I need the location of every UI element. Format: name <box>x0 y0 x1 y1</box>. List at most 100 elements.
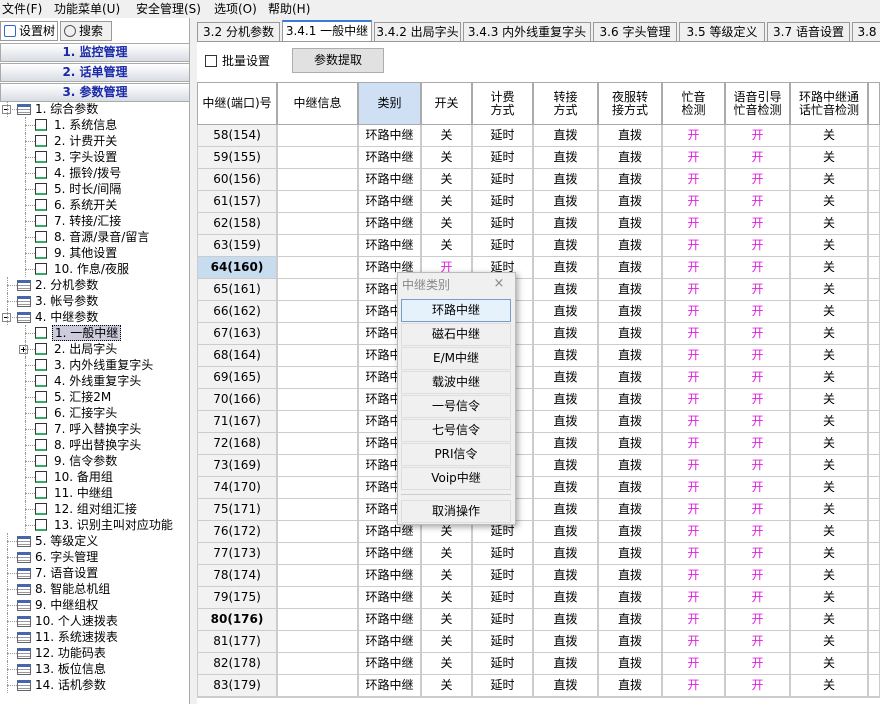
table-cell[interactable]: 开 <box>725 499 790 521</box>
table-cell[interactable]: 直拨 <box>533 455 598 477</box>
table-cell[interactable]: 直拨 <box>533 499 598 521</box>
table-cell[interactable]: 直拨 <box>598 323 662 345</box>
table-cell[interactable]: 直拨 <box>598 653 662 675</box>
table-cell[interactable]: 开 <box>725 565 790 587</box>
table-cell[interactable]: 关 <box>790 653 868 675</box>
table-cell[interactable]: 78(174) <box>197 565 277 587</box>
table-cell[interactable]: 关 <box>790 499 868 521</box>
table-cell[interactable]: 直拨 <box>533 477 598 499</box>
tree-label[interactable]: 9. 其他设置 <box>54 246 118 260</box>
table-cell[interactable]: 直拨 <box>533 521 598 543</box>
table-cell[interactable]: 开 <box>662 279 725 301</box>
menu-item[interactable]: 文件(F) <box>2 2 43 16</box>
table-cell[interactable] <box>277 609 358 631</box>
table-cell[interactable]: 关 <box>421 169 472 191</box>
button[interactable]: 参数提取 <box>292 48 384 73</box>
table-cell[interactable]: 63(159) <box>197 235 277 257</box>
table-cell[interactable]: 关 <box>790 367 868 389</box>
table-cell[interactable]: 关 <box>421 587 472 609</box>
table-cell[interactable]: 80(176) <box>197 609 277 631</box>
menu-item[interactable]: 功能菜单(U) <box>54 2 121 16</box>
table-cell[interactable]: 开 <box>725 653 790 675</box>
tab[interactable]: 3.4.2 出局字头 <box>374 22 461 41</box>
table-cell[interactable]: 开 <box>725 301 790 323</box>
table-cell[interactable]: 开 <box>662 675 725 697</box>
table-cell[interactable]: 开 <box>725 169 790 191</box>
table-cell[interactable]: 64(160) <box>197 257 277 279</box>
popup-item[interactable]: E/M中继 <box>401 347 511 370</box>
table-cell[interactable]: 开 <box>725 213 790 235</box>
table-cell[interactable]: 开 <box>662 587 725 609</box>
table-cell[interactable] <box>277 389 358 411</box>
table-cell[interactable]: 直拨 <box>598 125 662 147</box>
table-cell[interactable]: 直拨 <box>598 411 662 433</box>
table-cell[interactable]: 71(167) <box>197 411 277 433</box>
table-cell[interactable]: 关 <box>421 565 472 587</box>
table-cell[interactable]: 环路中继 <box>358 543 421 565</box>
table-cell[interactable]: 关 <box>421 147 472 169</box>
tree-label[interactable]: 3. 字头设置 <box>54 150 118 164</box>
tab[interactable]: 3.5 等级定义 <box>679 22 765 41</box>
table-cell[interactable]: 关 <box>790 257 868 279</box>
table-cell[interactable]: 开 <box>725 543 790 565</box>
table-cell[interactable]: 直拨 <box>533 587 598 609</box>
popup-item[interactable]: 载波中继 <box>401 371 511 394</box>
table-cell[interactable]: 直拨 <box>598 389 662 411</box>
table-cell[interactable]: 直拨 <box>533 609 598 631</box>
table-cell[interactable]: 关 <box>421 213 472 235</box>
table-cell[interactable] <box>277 125 358 147</box>
table-cell[interactable]: 延时 <box>472 565 533 587</box>
table-cell[interactable]: 延时 <box>472 587 533 609</box>
table-cell[interactable]: 开 <box>662 477 725 499</box>
table-cell[interactable]: 直拨 <box>598 345 662 367</box>
table-cell[interactable] <box>277 169 358 191</box>
table-cell[interactable]: 环路中继 <box>358 125 421 147</box>
table-cell[interactable]: 82(178) <box>197 653 277 675</box>
table-cell[interactable]: 关 <box>421 609 472 631</box>
table-cell[interactable]: 开 <box>662 389 725 411</box>
tree-label[interactable]: 6. 字头管理 <box>35 550 99 564</box>
table-cell[interactable]: 直拨 <box>533 653 598 675</box>
table-cell[interactable]: 开 <box>662 323 725 345</box>
tree-label[interactable]: 5. 时长/间隔 <box>54 182 122 196</box>
table-cell[interactable]: 关 <box>790 587 868 609</box>
table-cell[interactable]: 关 <box>421 543 472 565</box>
left-tab[interactable]: 设置树 <box>0 21 58 41</box>
table-cell[interactable]: 直拨 <box>533 345 598 367</box>
table-cell[interactable]: 76(172) <box>197 521 277 543</box>
table-cell[interactable]: 65(161) <box>197 279 277 301</box>
table-cell[interactable]: 关 <box>421 521 472 543</box>
table-cell[interactable]: 开 <box>662 147 725 169</box>
table-cell[interactable]: 开 <box>662 565 725 587</box>
table-cell[interactable]: 关 <box>790 213 868 235</box>
tab[interactable]: 3.4.1 一般中继 <box>282 20 372 42</box>
table-cell[interactable]: 开 <box>725 631 790 653</box>
popup-item[interactable]: 一号信令 <box>401 395 511 418</box>
table-cell[interactable]: 79(175) <box>197 587 277 609</box>
table-cell[interactable]: 62(158) <box>197 213 277 235</box>
table-cell[interactable]: 直拨 <box>598 257 662 279</box>
table-cell[interactable]: 关 <box>421 125 472 147</box>
table-cell[interactable]: 延时 <box>472 675 533 697</box>
table-cell[interactable]: 直拨 <box>598 477 662 499</box>
nav-button[interactable]: 2. 话单管理 <box>0 63 190 82</box>
table-cell[interactable]: 直拨 <box>598 279 662 301</box>
tree-label[interactable]: 1. 一般中继 <box>52 325 122 341</box>
table-cell[interactable] <box>277 279 358 301</box>
table-cell[interactable]: 开 <box>725 477 790 499</box>
table-cell[interactable]: 直拨 <box>533 213 598 235</box>
table-cell[interactable]: 开 <box>662 257 725 279</box>
table-cell[interactable]: 直拨 <box>533 301 598 323</box>
table-cell[interactable]: 直拨 <box>598 147 662 169</box>
table-cell[interactable]: 开 <box>662 433 725 455</box>
table-cell[interactable]: 环路中继 <box>358 147 421 169</box>
table-cell[interactable]: 环路中继 <box>358 675 421 697</box>
table-cell[interactable]: 开 <box>662 411 725 433</box>
table-cell[interactable]: 68(164) <box>197 345 277 367</box>
tab[interactable]: 3.2 分机参数 <box>197 22 280 41</box>
table-cell[interactable]: 延时 <box>472 631 533 653</box>
table-cell[interactable]: 环路中继 <box>358 169 421 191</box>
tree-label[interactable]: 3. 内外线重复字头 <box>54 358 154 372</box>
tree-label[interactable]: 9. 中继组权 <box>35 598 99 612</box>
table-cell[interactable]: 开 <box>725 323 790 345</box>
